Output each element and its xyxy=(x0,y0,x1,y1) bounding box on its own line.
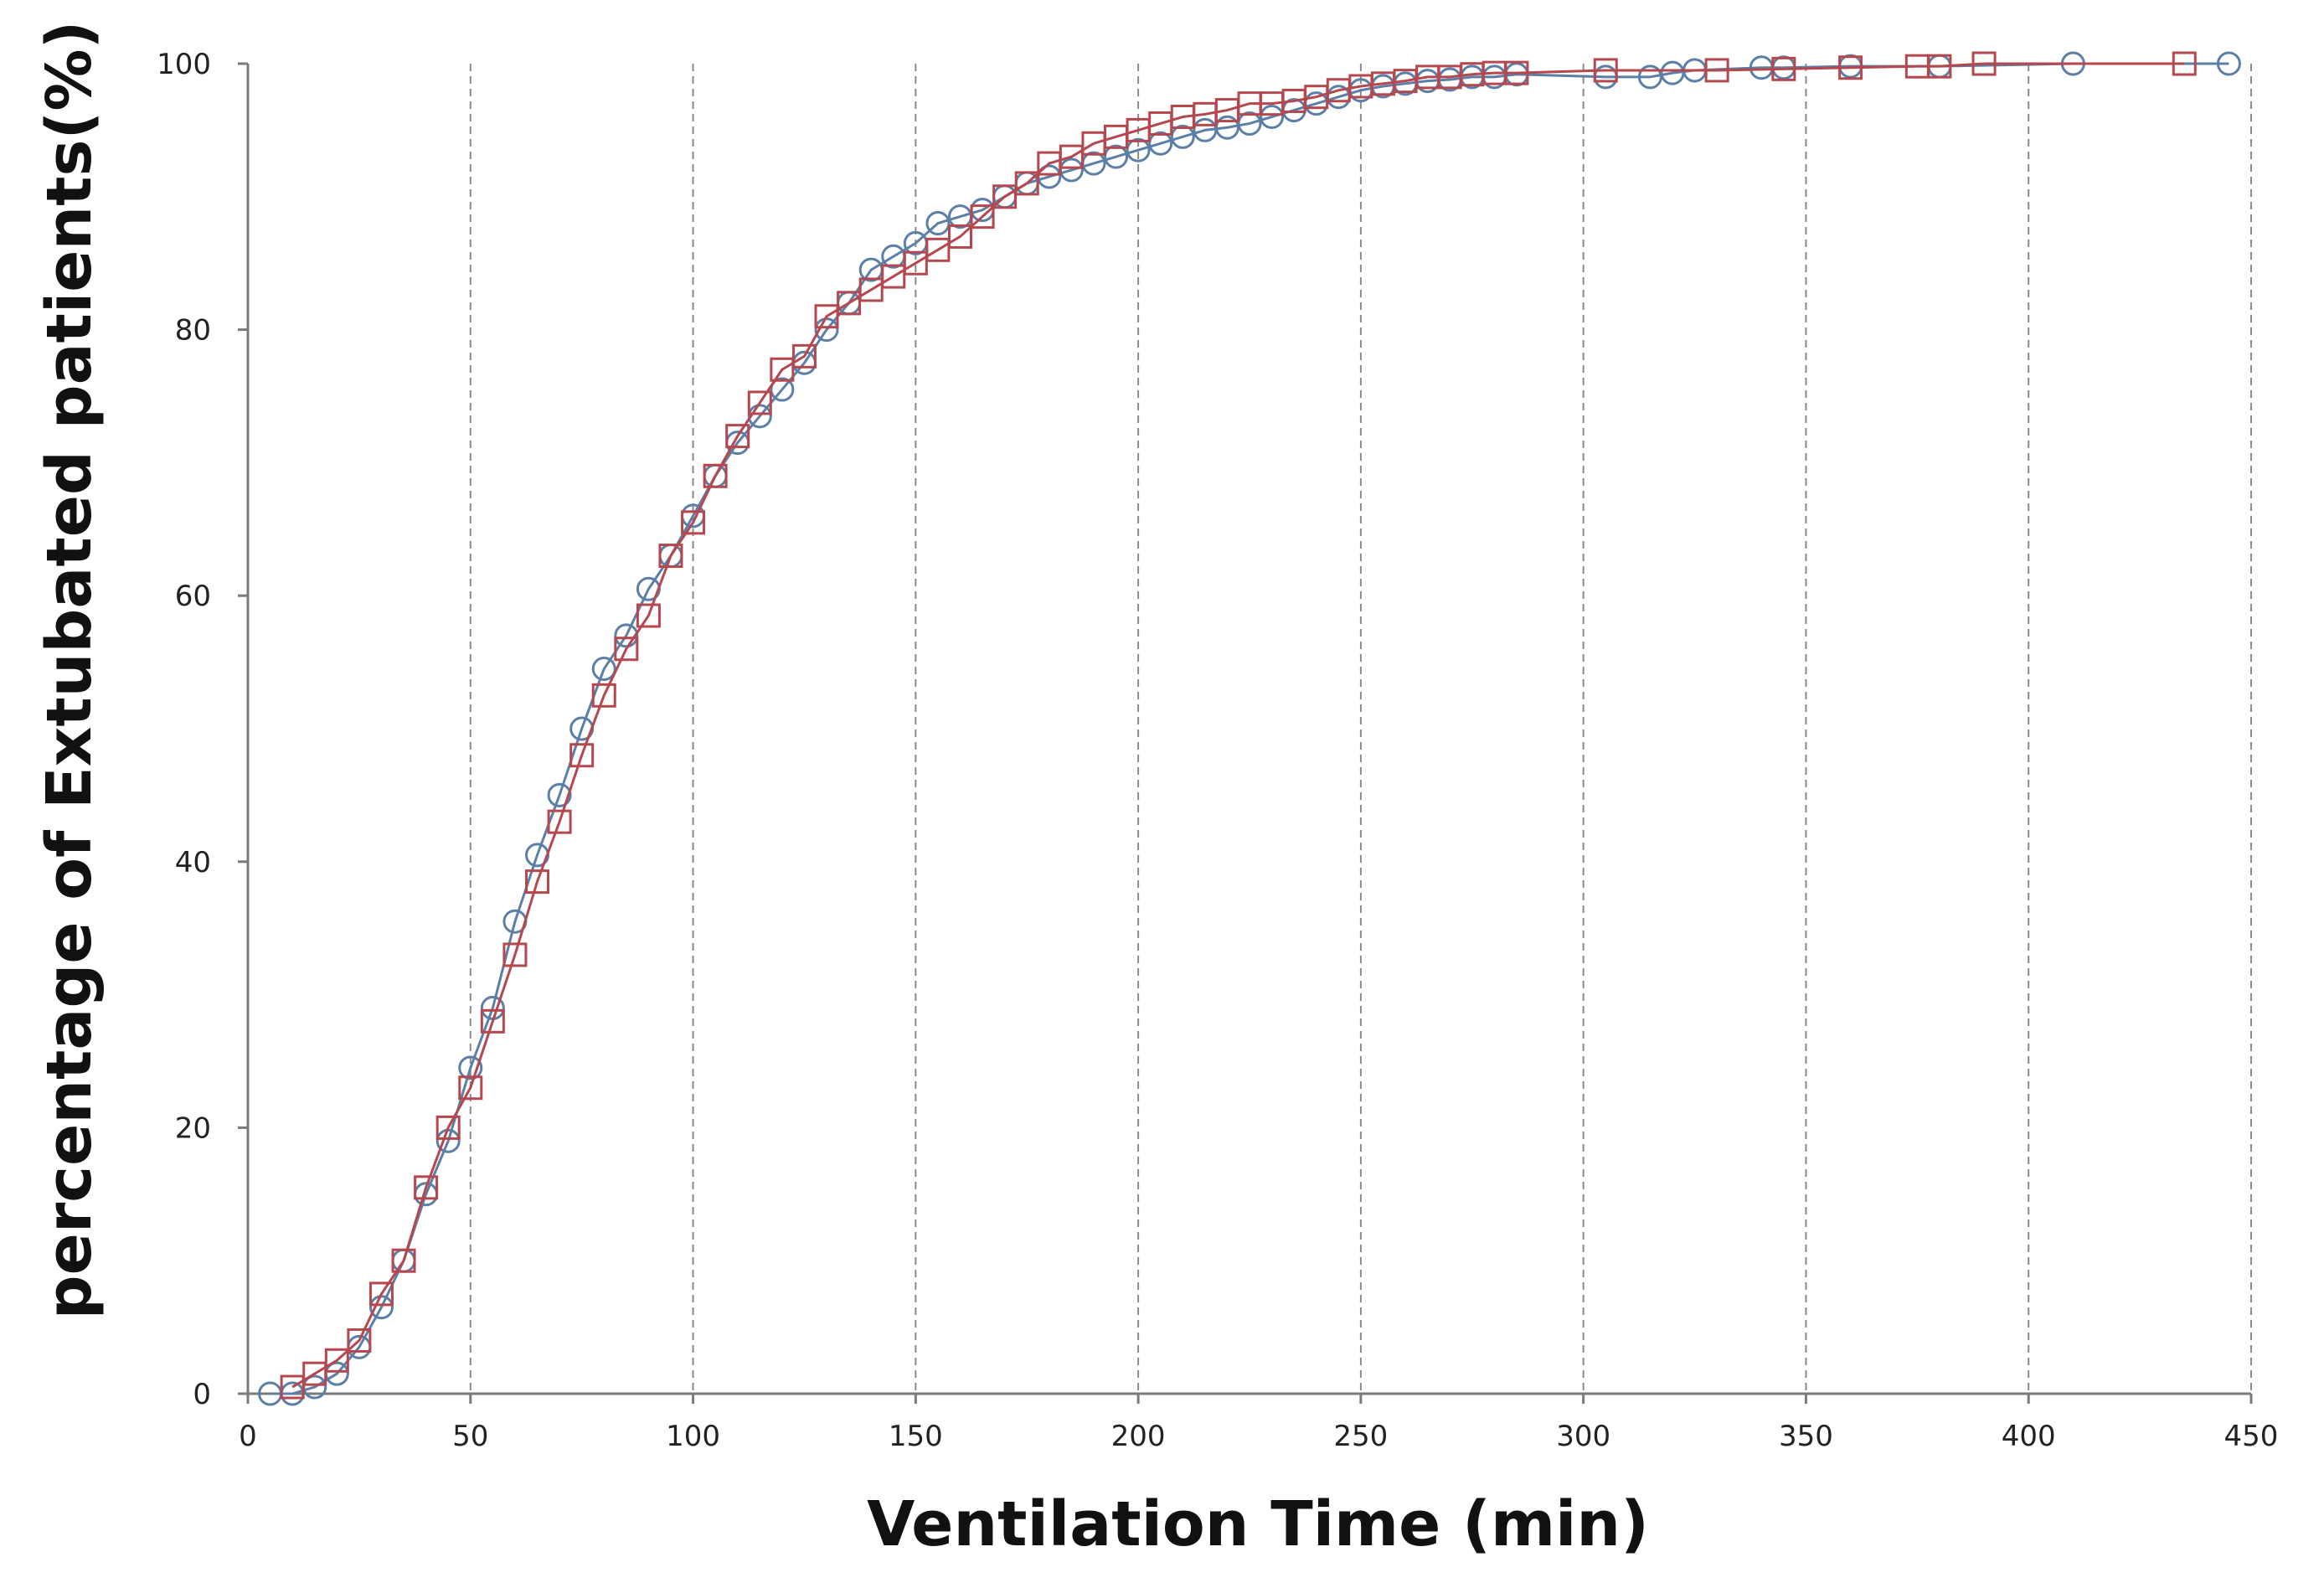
data-point-square xyxy=(280,1374,305,1400)
data-point-square xyxy=(1014,171,1039,196)
data-point-square xyxy=(569,743,595,768)
y-tick-label-100: 100 xyxy=(157,48,211,81)
data-point-square xyxy=(525,869,550,895)
data-point-circle xyxy=(2216,51,2241,76)
x-tick-label-150: 150 xyxy=(889,1420,943,1453)
data-point-circle xyxy=(614,623,639,648)
x-tick-label-300: 300 xyxy=(1556,1420,1610,1453)
x-axis-title: Ventilation Time (min) xyxy=(867,1488,1649,1560)
data-point-circle xyxy=(1148,131,1173,156)
data-point-circle xyxy=(1104,144,1129,169)
y-tick-label-20: 20 xyxy=(175,1111,211,1145)
data-point-square xyxy=(1704,58,1729,83)
x-tick-label-450: 450 xyxy=(2224,1420,2279,1453)
data-point-square xyxy=(925,237,951,262)
data-point-square xyxy=(992,184,1018,209)
y-tick-label-40: 40 xyxy=(175,846,211,879)
data-point-circle xyxy=(458,1055,483,1080)
data-point-circle xyxy=(1260,105,1285,130)
data-point-square xyxy=(947,224,972,249)
data-point-square xyxy=(480,1008,505,1034)
data-point-square xyxy=(770,357,795,382)
x-tick-label-250: 250 xyxy=(1333,1420,1388,1453)
data-point-square xyxy=(547,809,572,834)
data-point-square xyxy=(1971,51,1997,76)
data-point-square xyxy=(903,250,928,276)
data-point-square xyxy=(302,1361,327,1386)
data-point-square xyxy=(435,1115,461,1140)
data-point-square xyxy=(970,204,995,229)
data-point-square xyxy=(614,637,639,662)
data-point-square xyxy=(414,1175,439,1200)
axes xyxy=(238,62,2253,1404)
data-point-circle xyxy=(1126,137,1151,162)
x-tick-label-350: 350 xyxy=(1779,1420,1833,1453)
data-point-square xyxy=(1593,58,1618,83)
data-point-square xyxy=(591,683,616,708)
x-tick-label-200: 200 xyxy=(1111,1420,1166,1453)
data-point-circle xyxy=(747,404,772,429)
data-point-square xyxy=(1927,54,1952,79)
y-tick-label-80: 80 xyxy=(175,314,211,348)
y-tick-label-0: 0 xyxy=(193,1378,211,1411)
data-point-square xyxy=(703,463,728,488)
x-tick-label-400: 400 xyxy=(2002,1420,2056,1453)
data-point-square xyxy=(458,1075,483,1101)
x-tick-label-100: 100 xyxy=(666,1420,720,1453)
data-point-square xyxy=(324,1348,349,1373)
data-point-circle xyxy=(1237,111,1262,136)
y-tick-label-60: 60 xyxy=(175,580,211,613)
data-point-square xyxy=(347,1328,372,1353)
data-point-square xyxy=(1771,56,1796,81)
data-point-square xyxy=(2172,51,2197,76)
data-point-square xyxy=(814,304,839,329)
data-point-square xyxy=(636,603,661,628)
data-point-square xyxy=(368,1281,394,1307)
data-point-square xyxy=(502,942,528,967)
data-point-square xyxy=(858,277,884,302)
data-point-square xyxy=(681,510,706,535)
y-axis-title: percentage of Extubated patients(%) xyxy=(33,21,106,1320)
x-tick-label-0: 0 xyxy=(239,1420,257,1453)
data-point-square xyxy=(725,424,750,449)
gridlines xyxy=(469,64,2252,1394)
series-square-series xyxy=(280,51,2197,1400)
data-point-circle xyxy=(925,211,951,236)
x-tick-label-50: 50 xyxy=(452,1420,488,1453)
data-point-square xyxy=(1504,60,1529,85)
data-point-square xyxy=(1838,55,1863,80)
data-point-square xyxy=(791,343,817,369)
series-layer xyxy=(258,51,2241,1406)
data-point-circle xyxy=(1170,124,1195,149)
data-point-square xyxy=(391,1248,416,1273)
data-point-square xyxy=(658,544,683,569)
data-point-square xyxy=(1059,144,1084,169)
data-point-circle xyxy=(591,657,616,682)
data-point-circle xyxy=(770,377,795,402)
data-point-square xyxy=(837,291,862,316)
data-point-square xyxy=(747,390,772,415)
data-point-square xyxy=(881,264,906,289)
tick-labels: 0 20 40 60 80 100 0 50 100 150 200 250 300 350 400 450 xyxy=(157,48,2278,1453)
data-point-circle xyxy=(547,782,572,807)
